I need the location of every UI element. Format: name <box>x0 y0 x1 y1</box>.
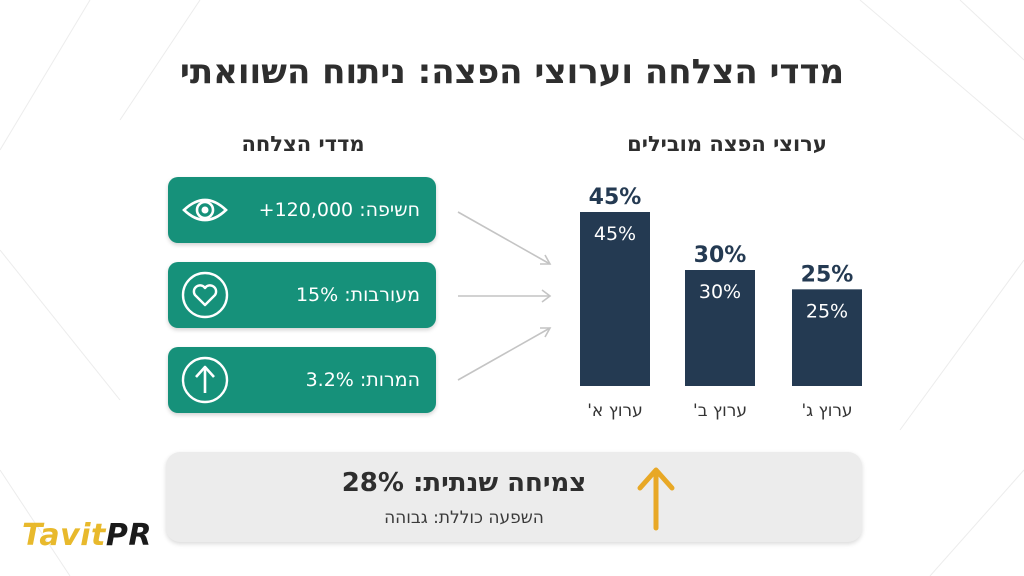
metric-card-conversions: המרות: 3.2% <box>168 347 436 413</box>
category-label: ערוץ ג' <box>801 401 852 421</box>
growth-headline: צמיחה שנתית: 28% <box>341 468 587 498</box>
category-label: ערוץ ב' <box>693 401 747 421</box>
metrics-heading: מדדי הצלחה <box>241 132 365 156</box>
channels-heading: ערוצי הפצה מובילים <box>627 132 827 156</box>
bar-inner-label: 45% <box>594 223 636 245</box>
connector-arrow <box>457 211 551 265</box>
brand-logo-part2: PR <box>105 518 152 553</box>
bar-value-label: 30% <box>694 243 747 268</box>
arrow-up-icon <box>637 467 675 531</box>
bar-1 <box>580 212 650 386</box>
category-label: ערוץ א' <box>587 401 642 421</box>
eye-icon <box>182 198 228 222</box>
metric-label: המרות: 3.2% <box>305 369 420 391</box>
growth-subtext: השפעה כוללת: גבוהה <box>384 508 544 528</box>
arrow-up-circle-icon <box>181 356 229 404</box>
page-title: מדדי הצלחה וערוצי הפצה: ניתוח השוואתי <box>179 52 845 92</box>
growth-panel: צמיחה שנתית: 28% השפעה כוללת: גבוהה <box>166 452 862 542</box>
metric-card-exposure: חשיפה: 120,000+ <box>168 177 436 243</box>
connector-arrow <box>457 327 551 381</box>
bar-2 <box>685 270 755 386</box>
bar-inner-label: 30% <box>699 281 741 303</box>
bar-3 <box>792 289 862 386</box>
metric-label: מעורבות: 15% <box>295 284 420 306</box>
metric-card-engagement: מעורבות: 15% <box>168 262 436 328</box>
metric-label: חשיפה: 120,000+ <box>258 199 420 221</box>
connector-arrows <box>457 211 552 381</box>
brand-logo: TavitPR <box>22 518 152 553</box>
bar-value-label: 25% <box>801 262 854 287</box>
brand-logo-part1: Tavit <box>22 518 106 553</box>
channels-bar-chart: 45% 45% ערוץ א' 30% 30% ערוץ ב' 25% 25% ערוץ ג' <box>580 185 862 421</box>
heart-icon <box>181 271 229 319</box>
bar-value-label: 45% <box>589 185 642 210</box>
bar-inner-label: 25% <box>806 300 848 322</box>
